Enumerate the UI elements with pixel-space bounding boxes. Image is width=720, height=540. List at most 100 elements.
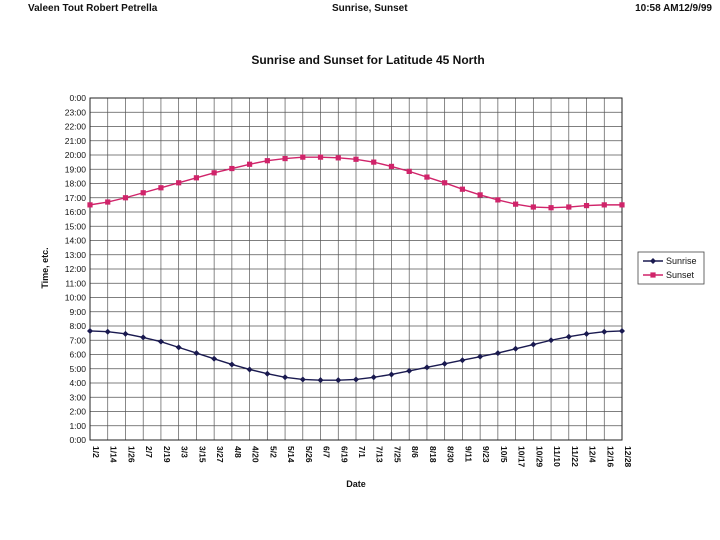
point-sunrise xyxy=(228,361,235,368)
y-tick-label: 0:00 xyxy=(69,93,86,103)
point-sunset xyxy=(211,170,217,176)
x-tick-label: 3/3 xyxy=(180,446,190,458)
y-tick-label: 2:00 xyxy=(69,407,86,417)
legend-marker-sunset xyxy=(650,272,656,278)
point-sunrise xyxy=(299,376,306,383)
header-timestamp: 10:58 AM12/9/99 xyxy=(635,3,712,14)
point-sunrise xyxy=(246,366,253,373)
y-tick-label: 8:00 xyxy=(69,321,86,331)
plot-area xyxy=(89,97,623,441)
x-tick-label: 5/2 xyxy=(268,446,278,458)
point-sunrise xyxy=(601,328,608,335)
x-tick-label: 8/18 xyxy=(428,446,438,463)
y-tick-label: 0:00 xyxy=(69,435,86,445)
x-tick-label: 2/7 xyxy=(144,446,154,458)
chart-title: Sunrise and Sunset for Latitude 45 North xyxy=(251,53,484,67)
y-tick-label: 11:00 xyxy=(65,278,86,288)
x-tick-label: 12/28 xyxy=(623,446,633,468)
point-sunrise xyxy=(353,376,359,383)
x-axis-label: Date xyxy=(346,479,366,489)
x-tick-label: 4/20 xyxy=(251,446,261,463)
y-axis-label: Time, etc. xyxy=(40,247,50,288)
point-sunrise xyxy=(459,357,466,364)
y-tick-label: 7:00 xyxy=(69,335,86,345)
point-sunset xyxy=(371,159,377,165)
y-tick-label: 3:00 xyxy=(69,392,86,402)
x-tick-label: 8/30 xyxy=(446,446,456,463)
point-sunrise xyxy=(583,330,590,337)
point-sunset xyxy=(406,168,412,174)
point-sunrise xyxy=(370,374,377,381)
point-sunset xyxy=(158,185,164,191)
point-sunrise xyxy=(104,328,111,335)
x-tick-label: 1/14 xyxy=(109,446,119,463)
point-sunrise xyxy=(512,345,519,352)
x-tick-label: 9/11 xyxy=(463,446,473,462)
point-sunset xyxy=(87,202,93,208)
point-sunset xyxy=(140,190,146,196)
point-sunrise xyxy=(140,334,147,341)
x-tick-label: 8/6 xyxy=(410,446,420,458)
y-tick-label: 21:00 xyxy=(65,136,87,146)
y-tick-label: 19:00 xyxy=(65,164,87,174)
y-tick-label: 18:00 xyxy=(65,179,87,189)
x-tick-label: 3/27 xyxy=(215,446,225,463)
x-axis-ticks: 1/2 1/14 1/26 2/7 2/19 3/3 3/15 3/27 4/8 4/20 5/2 5… xyxy=(91,446,633,468)
y-tick-label: 6:00 xyxy=(69,350,86,360)
point-sunrise xyxy=(477,353,484,360)
point-sunrise xyxy=(282,374,289,381)
point-sunset xyxy=(477,192,483,198)
y-tick-label: 1:00 xyxy=(69,421,86,431)
point-sunrise xyxy=(157,338,164,345)
x-tick-label: 7/13 xyxy=(375,446,385,463)
point-sunrise xyxy=(122,330,129,337)
x-tick-label: 1/26 xyxy=(126,446,136,463)
y-tick-label: 10:00 xyxy=(65,293,87,303)
x-tick-label: 2/19 xyxy=(162,446,172,463)
point-sunset xyxy=(388,163,395,169)
point-sunset xyxy=(229,165,235,172)
point-sunset xyxy=(459,186,465,192)
y-tick-label: 12:00 xyxy=(65,264,87,274)
series-group xyxy=(87,154,625,384)
x-tick-label: 6/7 xyxy=(322,446,332,458)
x-tick-label: 5/26 xyxy=(304,446,314,463)
point-sunset xyxy=(247,161,253,167)
point-sunrise xyxy=(441,360,448,367)
point-sunrise xyxy=(548,337,555,344)
point-sunrise xyxy=(565,333,572,340)
y-tick-label: 23:00 xyxy=(65,107,87,117)
y-axis-ticks: 0:00 1:00 2:00 3:00 4:00 5:00 6:00 7:00 8:00 9:00… xyxy=(65,93,87,445)
y-tick-label: 22:00 xyxy=(65,122,87,132)
y-tick-label: 15:00 xyxy=(65,221,87,231)
point-sunrise xyxy=(317,377,324,384)
point-sunrise xyxy=(423,364,430,371)
y-tick-label: 17:00 xyxy=(65,193,87,203)
point-sunset xyxy=(548,205,554,211)
point-sunrise xyxy=(175,344,182,351)
point-sunset xyxy=(513,201,519,207)
x-tick-label: 6/19 xyxy=(339,446,349,463)
x-tick-label: 7/1 xyxy=(357,446,367,458)
x-tick-label: 5/14 xyxy=(286,446,296,463)
point-sunset xyxy=(619,202,625,208)
legend-label-sunrise: Sunrise xyxy=(666,256,697,266)
point-sunset xyxy=(495,197,501,203)
header-subject: Sunrise, Sunset xyxy=(332,3,408,14)
point-sunset xyxy=(317,154,324,160)
x-tick-label: 10/17 xyxy=(517,446,527,468)
x-tick-label: 1/2 xyxy=(91,446,101,458)
point-sunrise xyxy=(530,341,537,348)
point-sunrise xyxy=(494,350,501,357)
point-sunrise xyxy=(388,371,395,378)
x-tick-label: 10/29 xyxy=(534,446,544,468)
y-tick-label: 4:00 xyxy=(69,378,86,388)
x-tick-label: 10/5 xyxy=(499,446,509,463)
x-tick-label: 9/23 xyxy=(481,446,491,463)
point-sunrise xyxy=(211,355,218,362)
point-sunrise xyxy=(264,370,271,377)
point-sunset xyxy=(601,202,607,208)
point-sunset xyxy=(264,158,270,164)
y-tick-label: 14:00 xyxy=(65,236,87,246)
